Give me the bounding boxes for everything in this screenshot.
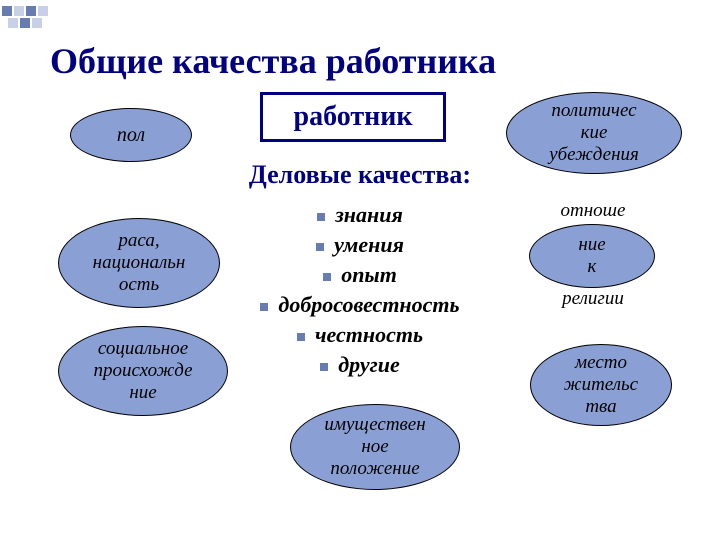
list-item: умения	[210, 232, 510, 258]
oval-residence: местожительства	[530, 344, 672, 426]
center-box-worker: работник	[260, 92, 446, 142]
center-box-label: работник	[294, 103, 413, 131]
qualities-list: знания умения опыт добросовестность чест…	[210, 198, 510, 382]
oval-label: местожительства	[560, 352, 642, 418]
bullet-icon	[320, 363, 328, 371]
list-item: знания	[210, 202, 510, 228]
bullet-icon	[260, 303, 268, 311]
oval-label: имущественноеположение	[320, 414, 429, 480]
list-item: другие	[210, 352, 510, 378]
deco-square	[32, 18, 42, 28]
deco-square	[8, 18, 18, 28]
oval-social: социальноепроисхождение	[58, 326, 228, 416]
oval-label: ниек	[574, 234, 609, 278]
oval-religion: ниек	[529, 224, 655, 288]
oval-pol: пол	[70, 108, 192, 162]
list-item: опыт	[210, 262, 510, 288]
bullet-icon	[323, 273, 331, 281]
oval-politics: политическиеубеждения	[506, 92, 682, 174]
bullet-icon	[316, 243, 324, 251]
list-item: честность	[210, 322, 510, 348]
religion-label-top: отноше	[548, 200, 638, 222]
bullet-icon	[317, 213, 325, 221]
list-item: добросовестность	[210, 292, 510, 318]
religion-label-bottom: религии	[548, 288, 638, 310]
slide-title: Общие качества работника	[50, 40, 496, 82]
oval-label: социальноепроисхождение	[89, 338, 196, 404]
oval-race: раса,национальность	[58, 218, 220, 308]
oval-property: имущественноеположение	[290, 404, 460, 490]
slide-canvas: Общие качества работника работник Деловы…	[0, 0, 720, 540]
oval-label: политическиеубеждения	[545, 100, 643, 166]
oval-label: пол	[113, 124, 149, 147]
deco-square	[14, 6, 24, 16]
bullet-icon	[297, 333, 305, 341]
oval-label: раса,национальность	[89, 230, 190, 296]
deco-square	[38, 6, 48, 16]
deco-square	[2, 6, 12, 16]
deco-square	[20, 18, 30, 28]
deco-square	[26, 6, 36, 16]
